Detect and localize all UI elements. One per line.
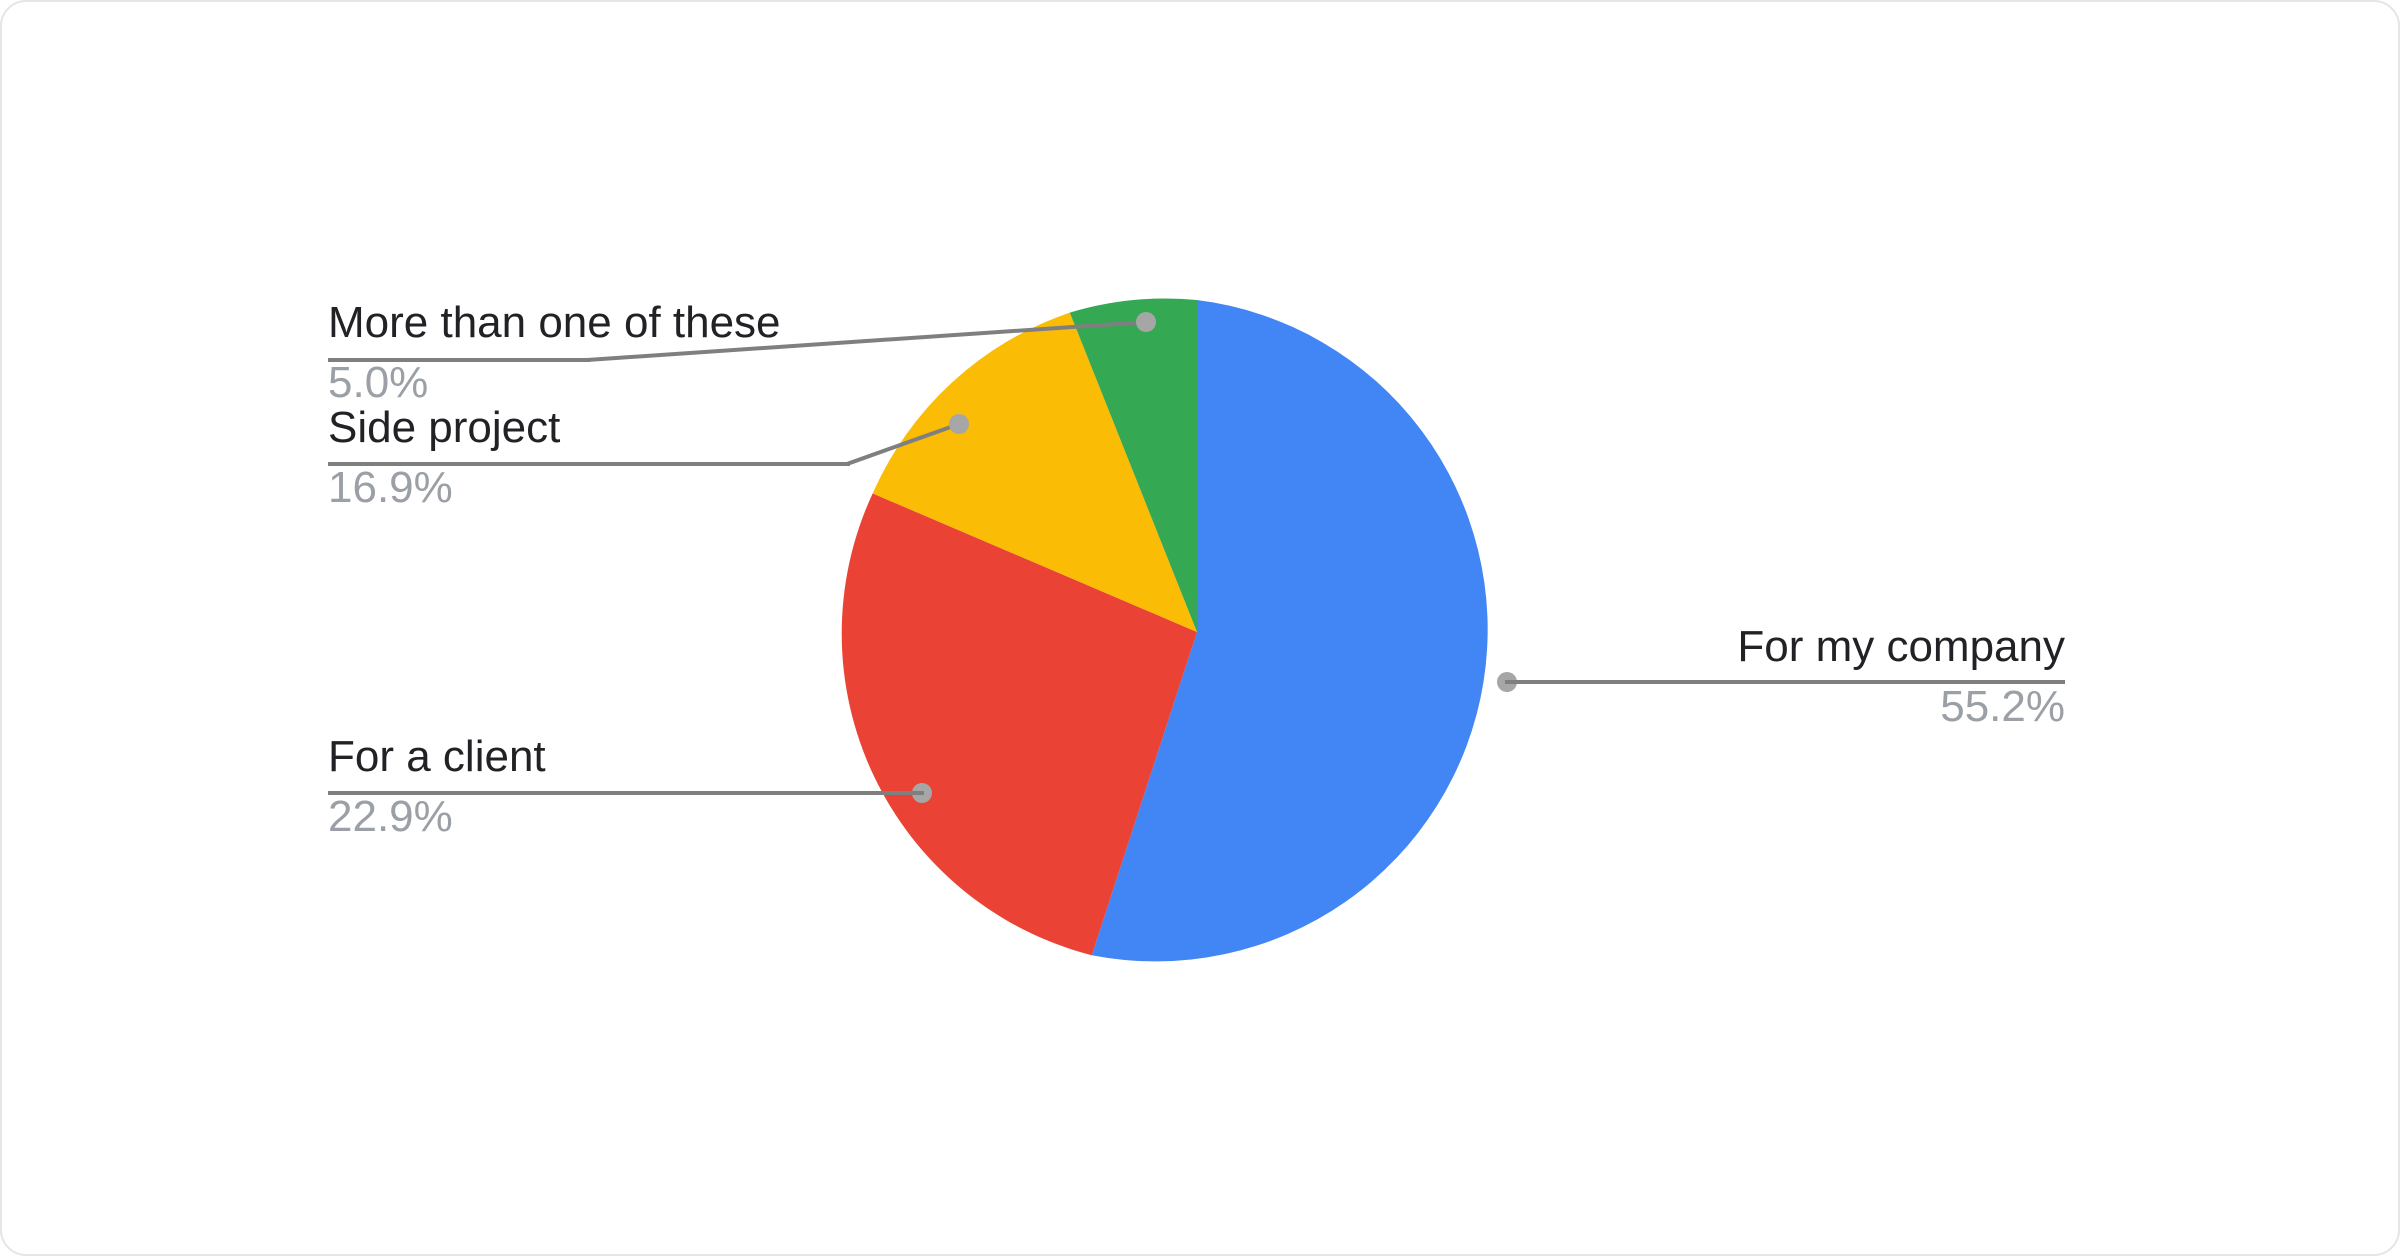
pie-slice-for-a-client[interactable] [841, 493, 1197, 956]
slice-label-name-side-project: Side project [328, 403, 560, 452]
slice-label-percent-for-my-company: 55.2% [1940, 682, 2065, 731]
leader-dot-more-than-one-of-these [1136, 312, 1156, 332]
slice-label-name-more-than-one-of-these: More than one of these [328, 298, 781, 347]
pie-slice-for-my-company[interactable] [1091, 300, 1488, 962]
pie-slices-group [841, 298, 1488, 962]
slice-label-name-for-a-client: For a client [328, 732, 546, 781]
slice-label-name-for-my-company: For my company [1737, 622, 2065, 671]
slice-label-percent-more-than-one-of-these: 5.0% [328, 358, 428, 407]
callout-for-my-company[interactable]: For my company 55.2% [1505, 622, 2065, 731]
leader-dot-side-project [949, 414, 969, 434]
callout-more-than-one-of-these[interactable]: More than one of these 5.0% [328, 298, 781, 407]
pie-slice-more-than-one-of-these[interactable] [1069, 298, 1197, 632]
slice-label-percent-side-project: 16.9% [328, 463, 453, 512]
callout-side-project[interactable]: Side project 16.9% [328, 403, 850, 512]
callout-for-a-client[interactable]: For a client 22.9% [328, 732, 924, 841]
pie-slice-side-project[interactable] [872, 312, 1197, 632]
slice-label-percent-for-a-client: 22.9% [328, 792, 453, 841]
